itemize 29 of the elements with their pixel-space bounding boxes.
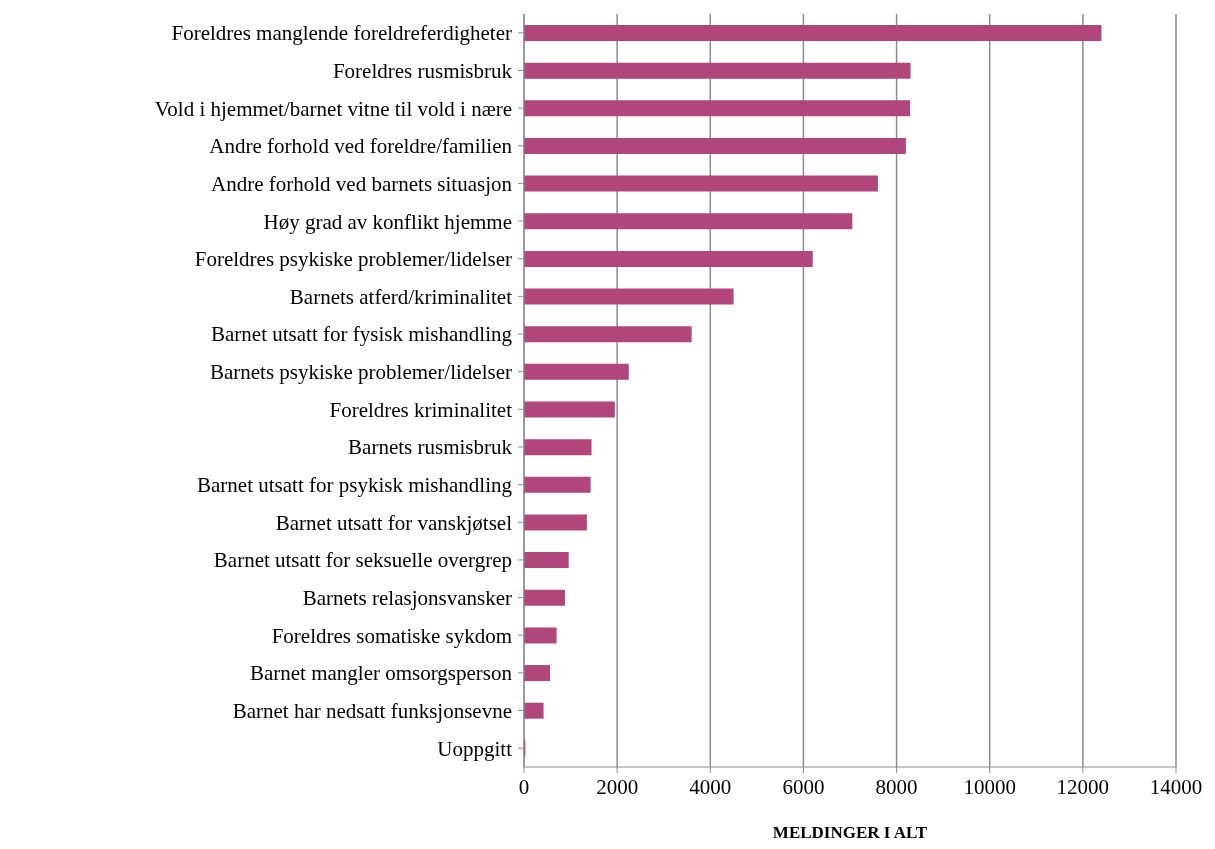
x-tick-label: 14000: [1149, 774, 1203, 799]
x-tick-label: 8000: [875, 774, 918, 799]
y-tick-label: Barnets psykiske problemer/lidelser: [209, 360, 512, 385]
y-tick-label: Foreldres psykiske problemer/lidelser: [194, 247, 512, 272]
y-tick-label: Barnet mangler omsorgsperson: [249, 661, 513, 686]
x-tick-label: 6000: [782, 774, 825, 799]
y-tick-label: Foreldres manglende foreldreferdigheter: [171, 21, 512, 46]
x-axis-title: MELDINGER I ALT: [772, 823, 928, 842]
y-tick-label: Barnets rusmisbruk: [348, 435, 513, 460]
y-tick-label: Foreldres kriminalitet: [329, 397, 513, 422]
y-tick-label: Barnets atferd/kriminalitet: [289, 284, 513, 309]
x-tick-label: 10000: [963, 774, 1016, 799]
x-tick-label: 12000: [1056, 774, 1110, 799]
y-tick-label: Uoppgitt: [437, 736, 513, 761]
y-tick-label: Foreldres rusmisbruk: [332, 58, 513, 83]
y-tick-label: Vold i hjemmet/barnet vitne til vold i nære: [154, 96, 512, 121]
x-tick-label: 4000: [689, 774, 732, 799]
y-tick-label: Barnet utsatt for fysisk mishandling: [211, 322, 513, 347]
y-tick-label: Foreldres somatiske sykdom: [271, 623, 512, 648]
y-tick-label: Barnet har nedsatt funksjonsevne: [232, 698, 512, 723]
y-tick-label: Andre forhold ved foreldre/familien: [209, 134, 513, 159]
x-tick-label: 2000: [596, 774, 639, 799]
x-tick-label: 0: [518, 774, 530, 799]
y-tick-label: Høy grad av konflikt hjemme: [263, 209, 512, 234]
y-tick-label: Barnet utsatt for psykisk mishandling: [197, 473, 513, 498]
y-tick-label: Barnets relasjonsvansker: [302, 586, 512, 611]
y-tick-label: Barnet utsatt for seksuelle overgrep: [213, 548, 512, 573]
y-tick-label: Barnet utsatt for vanskjøtsel: [275, 510, 513, 535]
y-tick-label: Andre forhold ved barnets situasjon: [211, 171, 513, 196]
